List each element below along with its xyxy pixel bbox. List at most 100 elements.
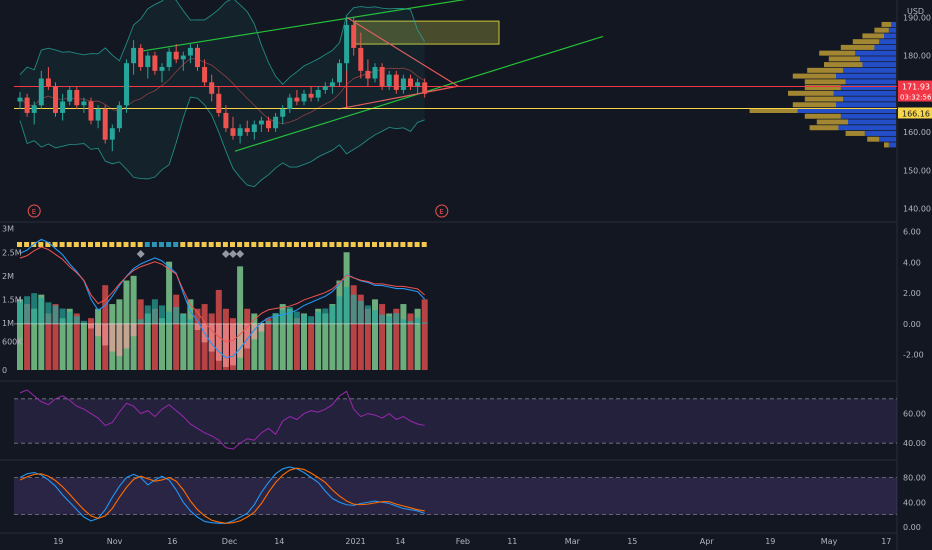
candle-body: [372, 67, 378, 79]
volume-bar: [379, 304, 386, 370]
volume-tick-label: 0: [2, 366, 7, 375]
oscillator-histogram-bar: [336, 296, 343, 324]
signal-square: [414, 242, 420, 247]
oscillator-histogram-bar: [350, 294, 357, 324]
candle-body: [415, 82, 421, 87]
volume-tick-label: 1M: [2, 319, 14, 328]
volume-profile-bar-up: [804, 79, 846, 85]
signal-square: [272, 242, 278, 247]
volume-profile-bar-down: [879, 136, 896, 142]
volume-profile-bar-up: [804, 85, 841, 91]
oscillator-tick-label: 4.00: [903, 258, 921, 267]
signal-square: [201, 242, 207, 247]
volume-bar: [66, 308, 73, 370]
volume-bar: [59, 318, 66, 370]
oscillator-histogram-bar: [237, 323, 244, 358]
oscillator-slow-line: [19, 246, 426, 343]
candle-body: [31, 105, 37, 113]
volume-profile-bar-up: [852, 39, 880, 45]
volume-bar: [180, 313, 187, 370]
candle-body: [344, 24, 350, 64]
candle-body: [67, 89, 73, 102]
oscillator-histogram-bar: [66, 311, 73, 324]
volume-tick-label: 3M: [2, 225, 14, 234]
signal-square: [329, 242, 335, 247]
signal-square: [52, 242, 58, 247]
oscillator-histogram-bar: [386, 316, 393, 324]
oscillator-histogram-bar: [151, 299, 158, 324]
candle-body: [379, 67, 385, 87]
rsi-line: [19, 389, 425, 450]
volume-tick-label: 600K: [2, 338, 23, 347]
signal-square: [357, 242, 363, 247]
volume-bar: [272, 313, 279, 370]
earnings-marker: [27, 204, 41, 218]
oscillator-histogram-bar: [130, 323, 137, 337]
signal-square: [222, 242, 228, 247]
candle-body: [81, 101, 87, 106]
volume-bar: [159, 318, 165, 370]
oscillator-histogram-bar: [59, 308, 66, 324]
oscillator-histogram-bar: [88, 323, 94, 329]
candle-body: [159, 67, 165, 71]
volume-profile-bar-up: [804, 113, 841, 119]
signal-square: [258, 242, 264, 247]
price-tick-label: 180.00: [903, 52, 931, 61]
volume-bar: [130, 275, 137, 370]
volume-bar: [322, 313, 329, 370]
signal-square: [45, 242, 51, 247]
candle-body: [17, 97, 23, 102]
signal-square: [237, 242, 243, 247]
time-axis-label: 14: [395, 537, 405, 546]
time-axis-label: 19: [53, 537, 63, 546]
volume-profile-bar-down: [855, 50, 896, 56]
signal-diamond: [221, 250, 230, 258]
rsi-band: [14, 398, 897, 444]
oscillator-histogram-bar: [315, 311, 322, 324]
signal-square: [66, 242, 72, 247]
candle-body: [195, 47, 200, 68]
signal-square: [407, 242, 413, 247]
signal-square: [180, 242, 186, 247]
oscillator-histogram-bar: [279, 310, 286, 324]
volume-profile-bar-down: [874, 44, 896, 50]
oscillator-tick-label: 2.00: [903, 289, 921, 298]
candle-body: [337, 63, 342, 83]
candle-body: [109, 128, 115, 140]
oscillator-histogram-bar: [251, 323, 258, 340]
volume-bar: [194, 308, 201, 370]
volume-bar: [315, 308, 322, 370]
volume-tick-label: 2.5M: [2, 248, 22, 257]
volume-profile-bar-down: [833, 90, 896, 96]
volume-profile-bar-up: [792, 73, 836, 79]
signal-square: [336, 242, 342, 247]
volume-profile-bar-up: [819, 50, 856, 56]
volume-profile-bar-down: [836, 102, 896, 108]
signal-square: [279, 242, 285, 247]
oscillator-histogram-bar: [215, 323, 222, 361]
oscillator-histogram-bar: [329, 305, 336, 324]
candle-body: [187, 47, 193, 56]
oscillator-signal-line: [19, 238, 426, 359]
volume-bar: [258, 322, 265, 370]
oscillator-histogram-bar: [166, 311, 173, 324]
band-upper-line: [19, 0, 426, 86]
oscillator-histogram-bar: [293, 311, 300, 324]
oscillator-histogram-bar: [286, 306, 293, 324]
rsi-tick-label: 40.00: [903, 439, 926, 448]
stoch-tick-label: 80.00: [903, 473, 926, 482]
volume-profile-bar-up: [816, 119, 848, 125]
volume-profile-bar-up: [845, 130, 865, 136]
candle-body: [180, 55, 186, 60]
signal-square: [230, 242, 235, 247]
candle-body: [280, 109, 286, 117]
candle-body: [202, 67, 208, 83]
volume-bar: [308, 322, 315, 370]
oscillator-histogram-bar: [400, 319, 407, 324]
currency-label: USD: [907, 7, 924, 16]
volume-profile-bar-down: [884, 33, 896, 39]
volume-bar: [364, 308, 371, 370]
stoch-band: [14, 477, 897, 515]
